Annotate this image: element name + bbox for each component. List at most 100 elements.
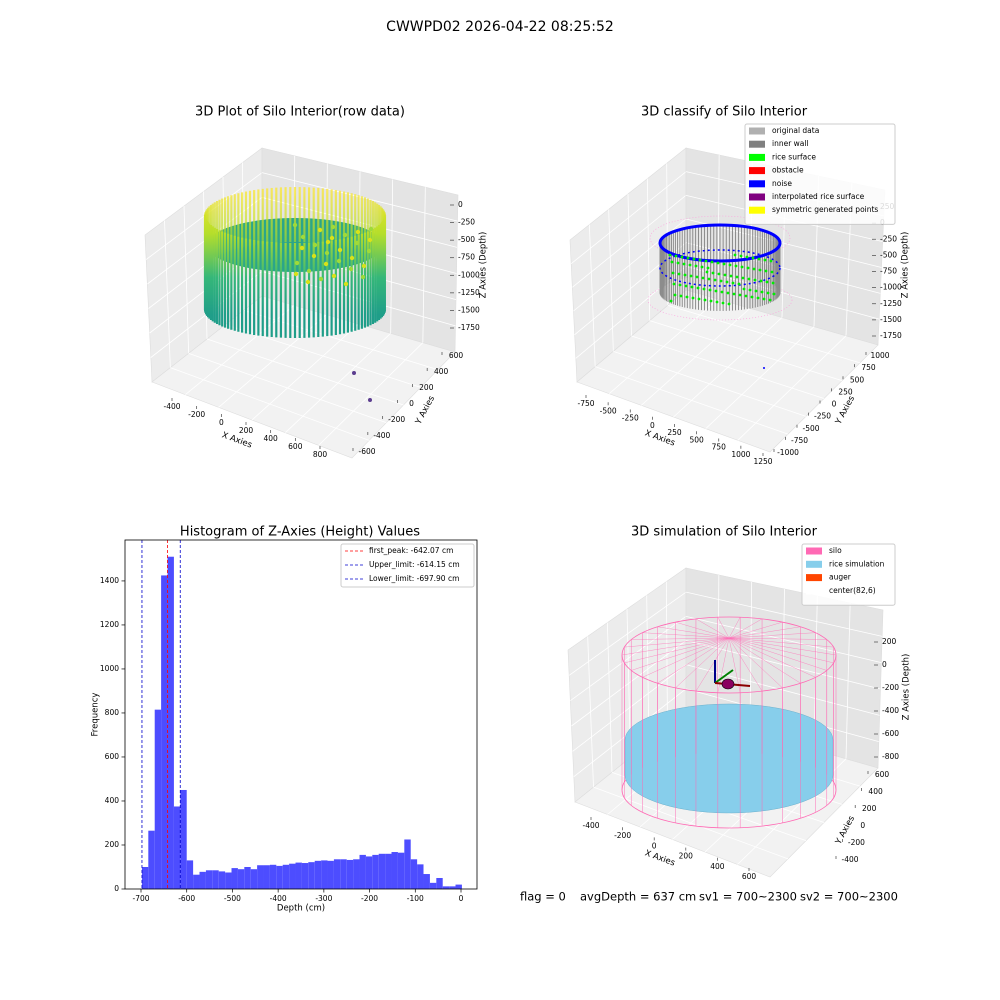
- silo-wire: [728, 637, 834, 664]
- y-axis-label: Y Axies: [833, 394, 857, 427]
- y-axis-label: Y Axies: [413, 394, 437, 427]
- outlier: [763, 367, 765, 369]
- silo-wire: [642, 637, 730, 678]
- point-cloud: [762, 297, 766, 301]
- z-tick-label: -800: [882, 752, 899, 761]
- z-tick-label: 200: [882, 637, 897, 646]
- point-cloud: [294, 260, 300, 266]
- point-cloud: [696, 286, 700, 290]
- x-tick-label: -600: [178, 894, 195, 903]
- point-cloud: [300, 234, 306, 240]
- bar: [429, 882, 437, 889]
- x-tick-label: 0: [650, 421, 655, 430]
- silo-wire: [728, 621, 783, 639]
- legend-label: symmetric generated points: [772, 205, 878, 214]
- point-cloud: [722, 262, 726, 266]
- legend-swatch: [806, 560, 822, 568]
- z-tick-label: -400: [882, 706, 899, 715]
- z-tick-label: -1000: [880, 283, 902, 292]
- subplot-title: 3D classify of Silo Interior: [641, 105, 808, 120]
- z-tick-label: -1500: [458, 305, 480, 314]
- silo-wire: [728, 637, 834, 648]
- silo-wire: [657, 637, 730, 684]
- x-tick-label: 400: [264, 434, 279, 443]
- bar: [282, 864, 290, 889]
- y-tick-label: 250: [838, 387, 853, 396]
- bar: [340, 859, 347, 889]
- point-cloud: [763, 258, 767, 262]
- bar: [199, 871, 206, 889]
- point-cloud: [349, 255, 355, 261]
- z-tick-label: 0: [882, 660, 887, 669]
- point-cloud: [746, 266, 750, 270]
- point-cloud: [689, 274, 693, 278]
- x-tick-label: -200: [361, 894, 378, 903]
- bar: [269, 864, 277, 889]
- point-cloud: [669, 299, 673, 303]
- y-tick-label: 200: [105, 840, 120, 849]
- point-cloud: [306, 268, 312, 274]
- point-cloud: [744, 294, 748, 298]
- bar: [161, 575, 168, 889]
- legend-label: rice surface: [772, 152, 816, 161]
- z-tick-label: -1250: [880, 299, 902, 308]
- z-axis-label: Z Axies (Depth): [901, 232, 911, 299]
- point-cloud: [367, 237, 373, 243]
- pane-grid: [568, 591, 687, 676]
- legend-swatch: [749, 167, 765, 175]
- point-cloud: [679, 294, 683, 298]
- point-cloud: [676, 261, 680, 265]
- bar: [359, 854, 366, 889]
- z-tick-label: -750: [458, 253, 475, 262]
- x-tick-label: 800: [313, 450, 328, 459]
- x-tick-label: 400: [710, 862, 725, 871]
- z-axis-label: Z Axies (Depth): [902, 654, 912, 721]
- point-cloud: [771, 281, 775, 285]
- silo-wire: [728, 632, 816, 639]
- subplot-title: Histogram of Z-Axies (Height) Values: [180, 525, 420, 540]
- silo-wire: [728, 637, 816, 678]
- point-cloud: [723, 273, 727, 277]
- bar: [423, 874, 430, 889]
- legend-label: interpolated rice surface: [772, 192, 865, 201]
- point-cloud: [704, 259, 708, 263]
- point-cloud: [360, 274, 366, 280]
- x-tick-label: -400: [582, 821, 599, 830]
- point-cloud: [354, 240, 360, 246]
- bar: [263, 865, 270, 889]
- point-cloud: [659, 249, 781, 287]
- point-cloud: [731, 281, 735, 285]
- y-tick-label: 600: [449, 351, 464, 360]
- point-cloud: [368, 226, 374, 232]
- x-tick-label: -250: [622, 414, 639, 423]
- wireframe: [649, 215, 791, 261]
- silo-wire: [657, 626, 730, 639]
- legend-swatch: [749, 127, 765, 135]
- figure-title: CWWPD02 2026-04-22 08:25:52: [386, 19, 614, 35]
- legend-swatch: [749, 140, 765, 148]
- point-cloud: [672, 282, 676, 286]
- y-tick-label: 1400: [100, 576, 119, 585]
- outlier: [352, 371, 356, 375]
- y-tick-label: -600: [358, 447, 375, 456]
- point-cloud: [361, 263, 367, 269]
- point-cloud: [705, 270, 709, 274]
- silo-wire: [717, 617, 730, 639]
- point-cloud: [688, 263, 692, 267]
- legend-label: obstacle: [772, 166, 804, 175]
- z-tick-label: -250: [458, 218, 475, 227]
- x-tick-label: -200: [614, 831, 631, 840]
- outlier: [368, 398, 372, 402]
- bar: [308, 862, 315, 889]
- bar: [385, 853, 392, 889]
- bar: [436, 877, 443, 889]
- bar: [301, 863, 309, 889]
- z-tick-label: -500: [880, 250, 897, 259]
- z-tick-label: -250: [880, 234, 897, 243]
- z-tick-label: -1250: [458, 288, 480, 297]
- point-cloud: [323, 261, 329, 267]
- y-tick-label: -1000: [777, 448, 799, 457]
- pane-grid: [570, 171, 687, 264]
- point-cloud: [766, 291, 770, 295]
- z-tick-label: 0: [458, 200, 463, 209]
